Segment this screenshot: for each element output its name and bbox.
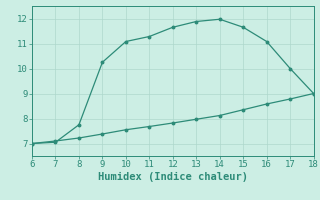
X-axis label: Humidex (Indice chaleur): Humidex (Indice chaleur) [98, 172, 248, 182]
